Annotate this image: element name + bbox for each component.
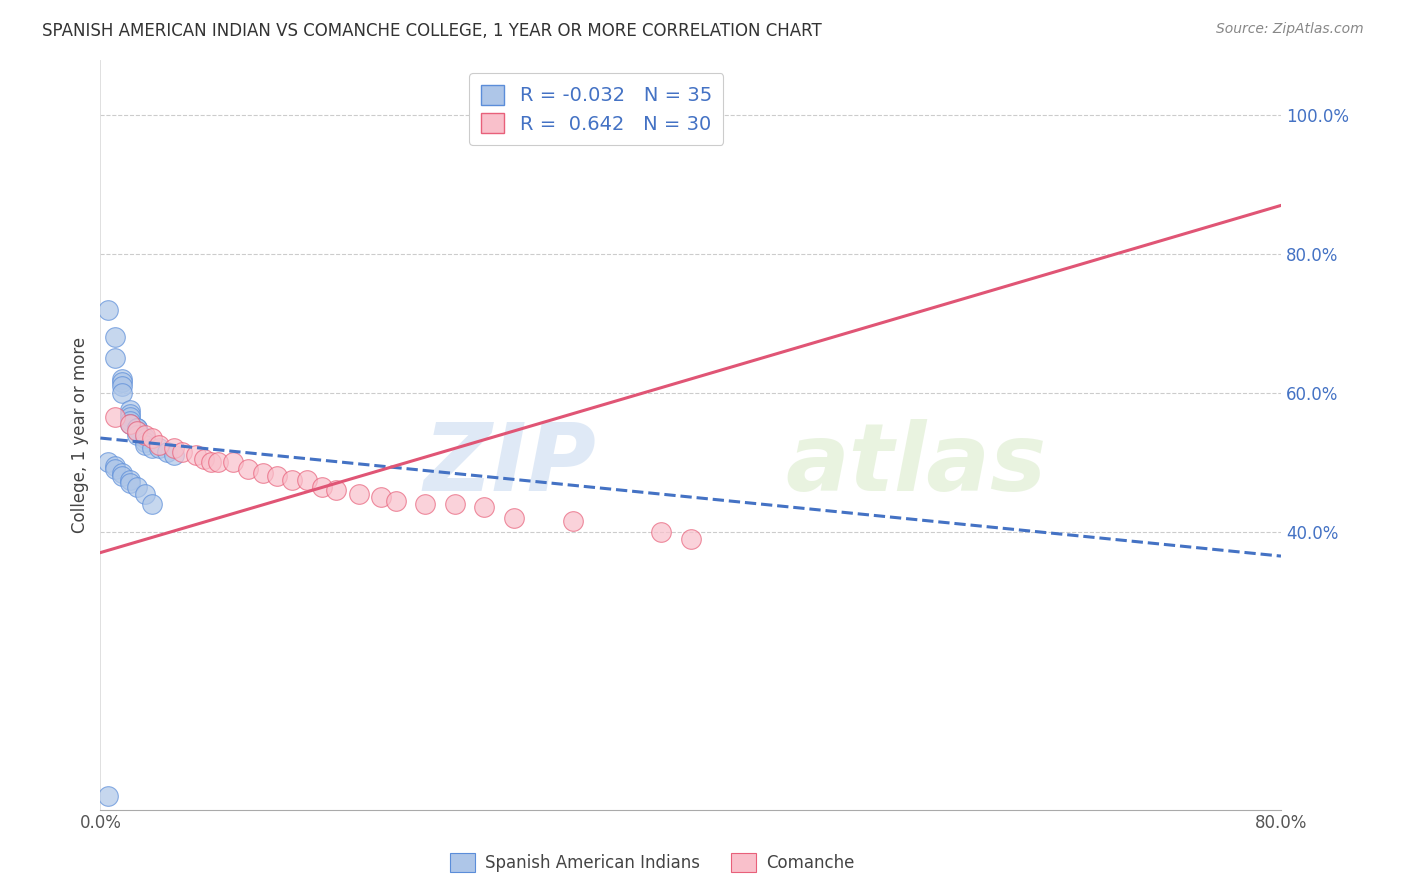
Point [347,486,370,500]
Point [370,490,392,504]
Point [127,424,149,438]
Point [148,442,170,456]
Point [134,431,156,445]
Point [127,420,149,434]
Point [200,455,222,469]
Point [118,410,141,425]
Point [311,480,333,494]
Point [163,442,186,456]
Point [163,449,186,463]
Point [281,473,304,487]
Y-axis label: College, 1 year or more: College, 1 year or more [72,336,89,533]
Point [207,455,229,469]
Point [170,445,193,459]
Point [127,427,149,442]
Point [127,420,149,434]
Point [111,385,134,400]
Point [266,469,288,483]
Point [148,438,170,452]
Point [111,469,134,483]
Point [443,497,465,511]
Point [141,431,163,445]
Text: Spanish American Indians: Spanish American Indians [485,854,700,871]
Text: Source: ZipAtlas.com: Source: ZipAtlas.com [1216,22,1364,37]
Point [104,351,127,366]
Point [472,500,495,515]
Point [118,473,141,487]
Point [127,480,149,494]
Point [97,789,120,803]
Point [252,466,274,480]
Point [118,407,141,421]
Text: ZIP: ZIP [423,418,596,510]
Point [118,417,141,432]
Point [236,462,259,476]
Point [186,449,208,463]
Point [134,431,156,445]
Point [650,524,672,539]
Point [141,442,163,456]
Point [561,514,583,528]
Point [118,403,141,417]
Point [97,302,120,317]
Point [97,455,120,469]
Legend: R = -0.032   N = 35, R =  0.642   N = 30: R = -0.032 N = 35, R = 0.642 N = 30 [470,73,724,145]
Point [193,451,215,466]
Point [134,438,156,452]
Point [295,473,318,487]
Point [384,493,406,508]
Point [111,466,134,480]
Point [325,483,347,497]
Point [111,376,134,390]
Point [118,417,141,432]
Point [127,424,149,438]
Point [156,445,179,459]
Text: SPANISH AMERICAN INDIAN VS COMANCHE COLLEGE, 1 YEAR OR MORE CORRELATION CHART: SPANISH AMERICAN INDIAN VS COMANCHE COLL… [42,22,823,40]
Point [111,372,134,386]
Point [222,455,245,469]
Point [104,330,127,344]
Point [111,379,134,393]
Point [104,462,127,476]
Text: Comanche: Comanche [766,854,855,871]
Point [104,458,127,473]
Point [134,427,156,442]
Point [134,434,156,449]
Point [134,486,156,500]
Text: atlas: atlas [785,418,1046,510]
Point [679,532,702,546]
Point [141,497,163,511]
Point [413,497,436,511]
Point [104,410,127,425]
Point [118,414,141,428]
Point [118,476,141,491]
Point [502,511,524,525]
